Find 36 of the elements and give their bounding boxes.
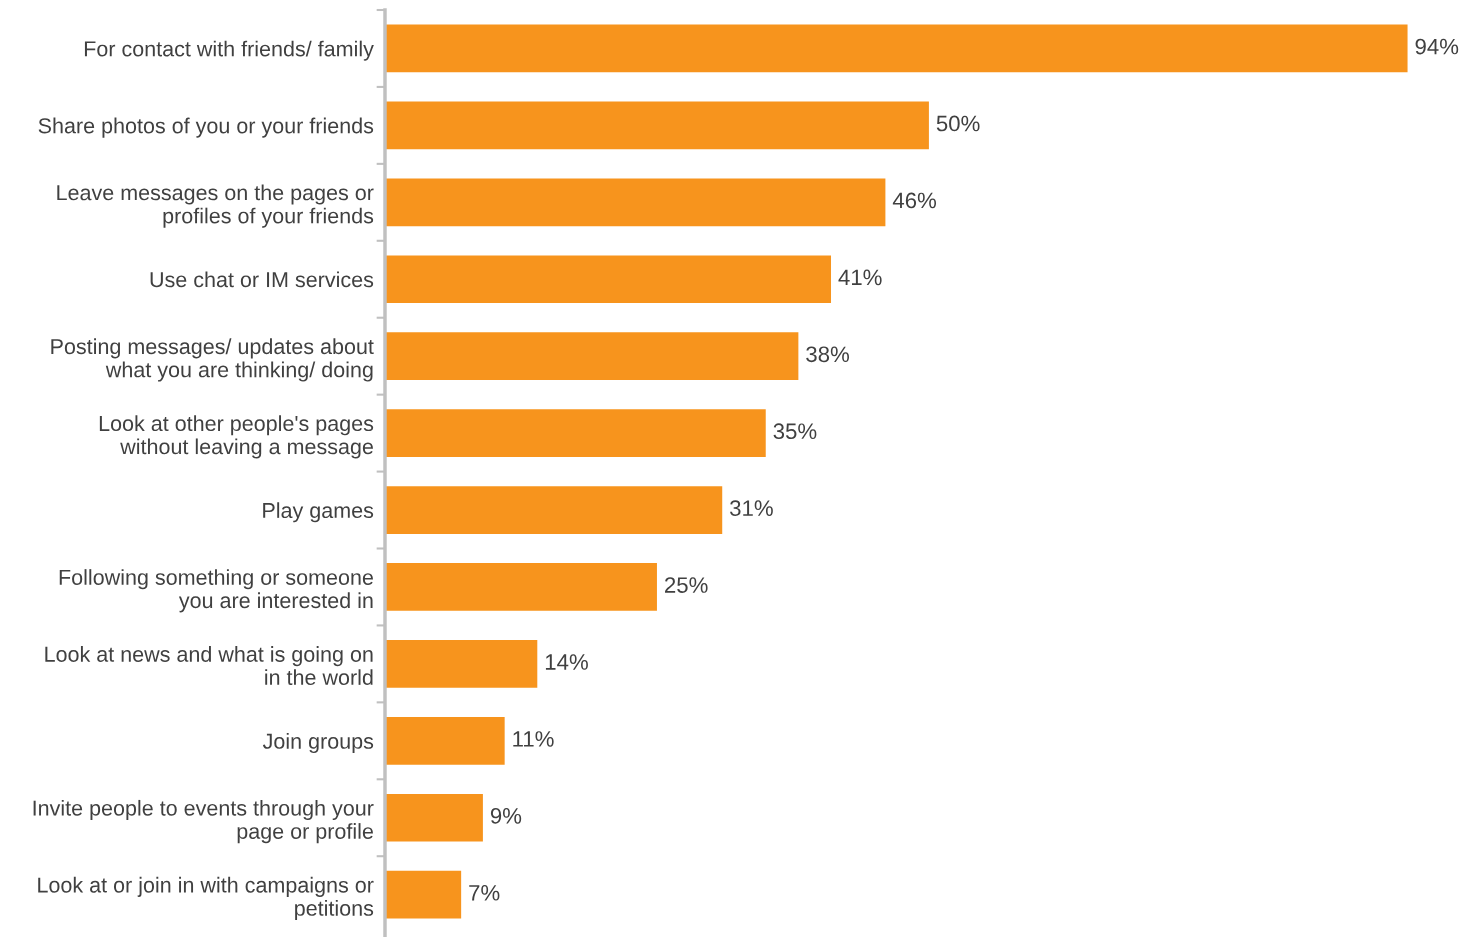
y-tick-label: Use chat or IM services <box>150 271 374 288</box>
bar <box>385 409 766 457</box>
data-label: 35% <box>773 423 817 440</box>
data-label: 41% <box>838 269 882 286</box>
bar <box>385 101 929 150</box>
data-label: 7% <box>469 885 500 901</box>
y-tick-label: For contact with friends/ family <box>84 40 374 61</box>
bar <box>385 332 799 381</box>
y-tick-label: Look at or join in with campaigns or petitions <box>38 876 374 921</box>
data-label: 38% <box>806 346 849 363</box>
bar <box>385 255 832 304</box>
y-tick-label: Join groups <box>262 733 374 754</box>
y-tick-label: Play games <box>263 502 374 523</box>
bar <box>385 640 538 688</box>
data-label: 31% <box>730 500 773 517</box>
data-label: 11% <box>513 731 554 747</box>
bar <box>385 486 723 534</box>
y-tick-label: Posting messages/ updates about what you are thinking/ doing <box>51 338 374 382</box>
data-label: 46% <box>892 192 937 209</box>
bar <box>385 716 505 765</box>
bar <box>385 24 1408 73</box>
y-tick-label: Share photos of you or your friends <box>38 117 374 138</box>
y-tick-label: Look at other people's pages without leaving a message <box>99 415 374 459</box>
y-tick-label: Leave messages on the pages or profiles of your friends <box>57 184 374 228</box>
data-label: 9% <box>490 807 522 824</box>
bar <box>385 178 886 227</box>
y-tick-label: Following something or someone you are interested in <box>59 569 373 613</box>
y-tick-label: Look at news and what is going on in the world <box>45 646 373 686</box>
data-label: 50% <box>936 115 980 132</box>
data-label: 94% <box>1415 38 1459 55</box>
bar <box>385 563 657 611</box>
data-label: 14% <box>545 654 588 670</box>
y-tick-label: Invite people to events through your page or profile <box>33 799 374 844</box>
data-label: 25% <box>665 577 708 593</box>
bar <box>385 793 483 842</box>
bar <box>385 870 462 919</box>
